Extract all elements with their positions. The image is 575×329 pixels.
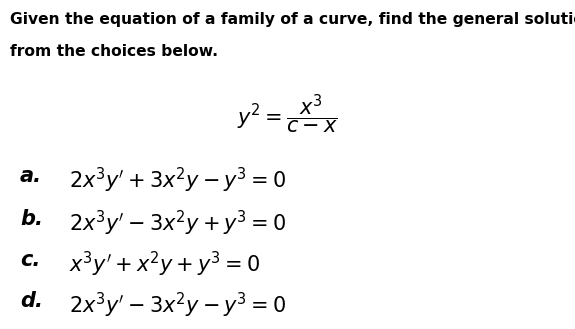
Text: c.: c. <box>20 250 40 270</box>
Text: $x^3y' + x^2y + y^3 = 0$: $x^3y' + x^2y + y^3 = 0$ <box>69 250 260 279</box>
Text: $2x^3y' + 3x^2y - y^3 = 0$: $2x^3y' + 3x^2y - y^3 = 0$ <box>69 166 286 195</box>
Text: from the choices below.: from the choices below. <box>10 44 218 60</box>
Text: a.: a. <box>20 166 42 186</box>
Text: Given the equation of a family of a curve, find the general solution: Given the equation of a family of a curv… <box>10 12 575 27</box>
Text: $2x^3y' - 3x^2y - y^3 = 0$: $2x^3y' - 3x^2y - y^3 = 0$ <box>69 291 286 320</box>
Text: $2x^3y' - 3x^2y + y^3 = 0$: $2x^3y' - 3x^2y + y^3 = 0$ <box>69 209 286 238</box>
Text: $y^2 = \dfrac{x^3}{c-x}$: $y^2 = \dfrac{x^3}{c-x}$ <box>237 92 338 136</box>
Text: d.: d. <box>20 291 43 311</box>
Text: b.: b. <box>20 209 43 229</box>
